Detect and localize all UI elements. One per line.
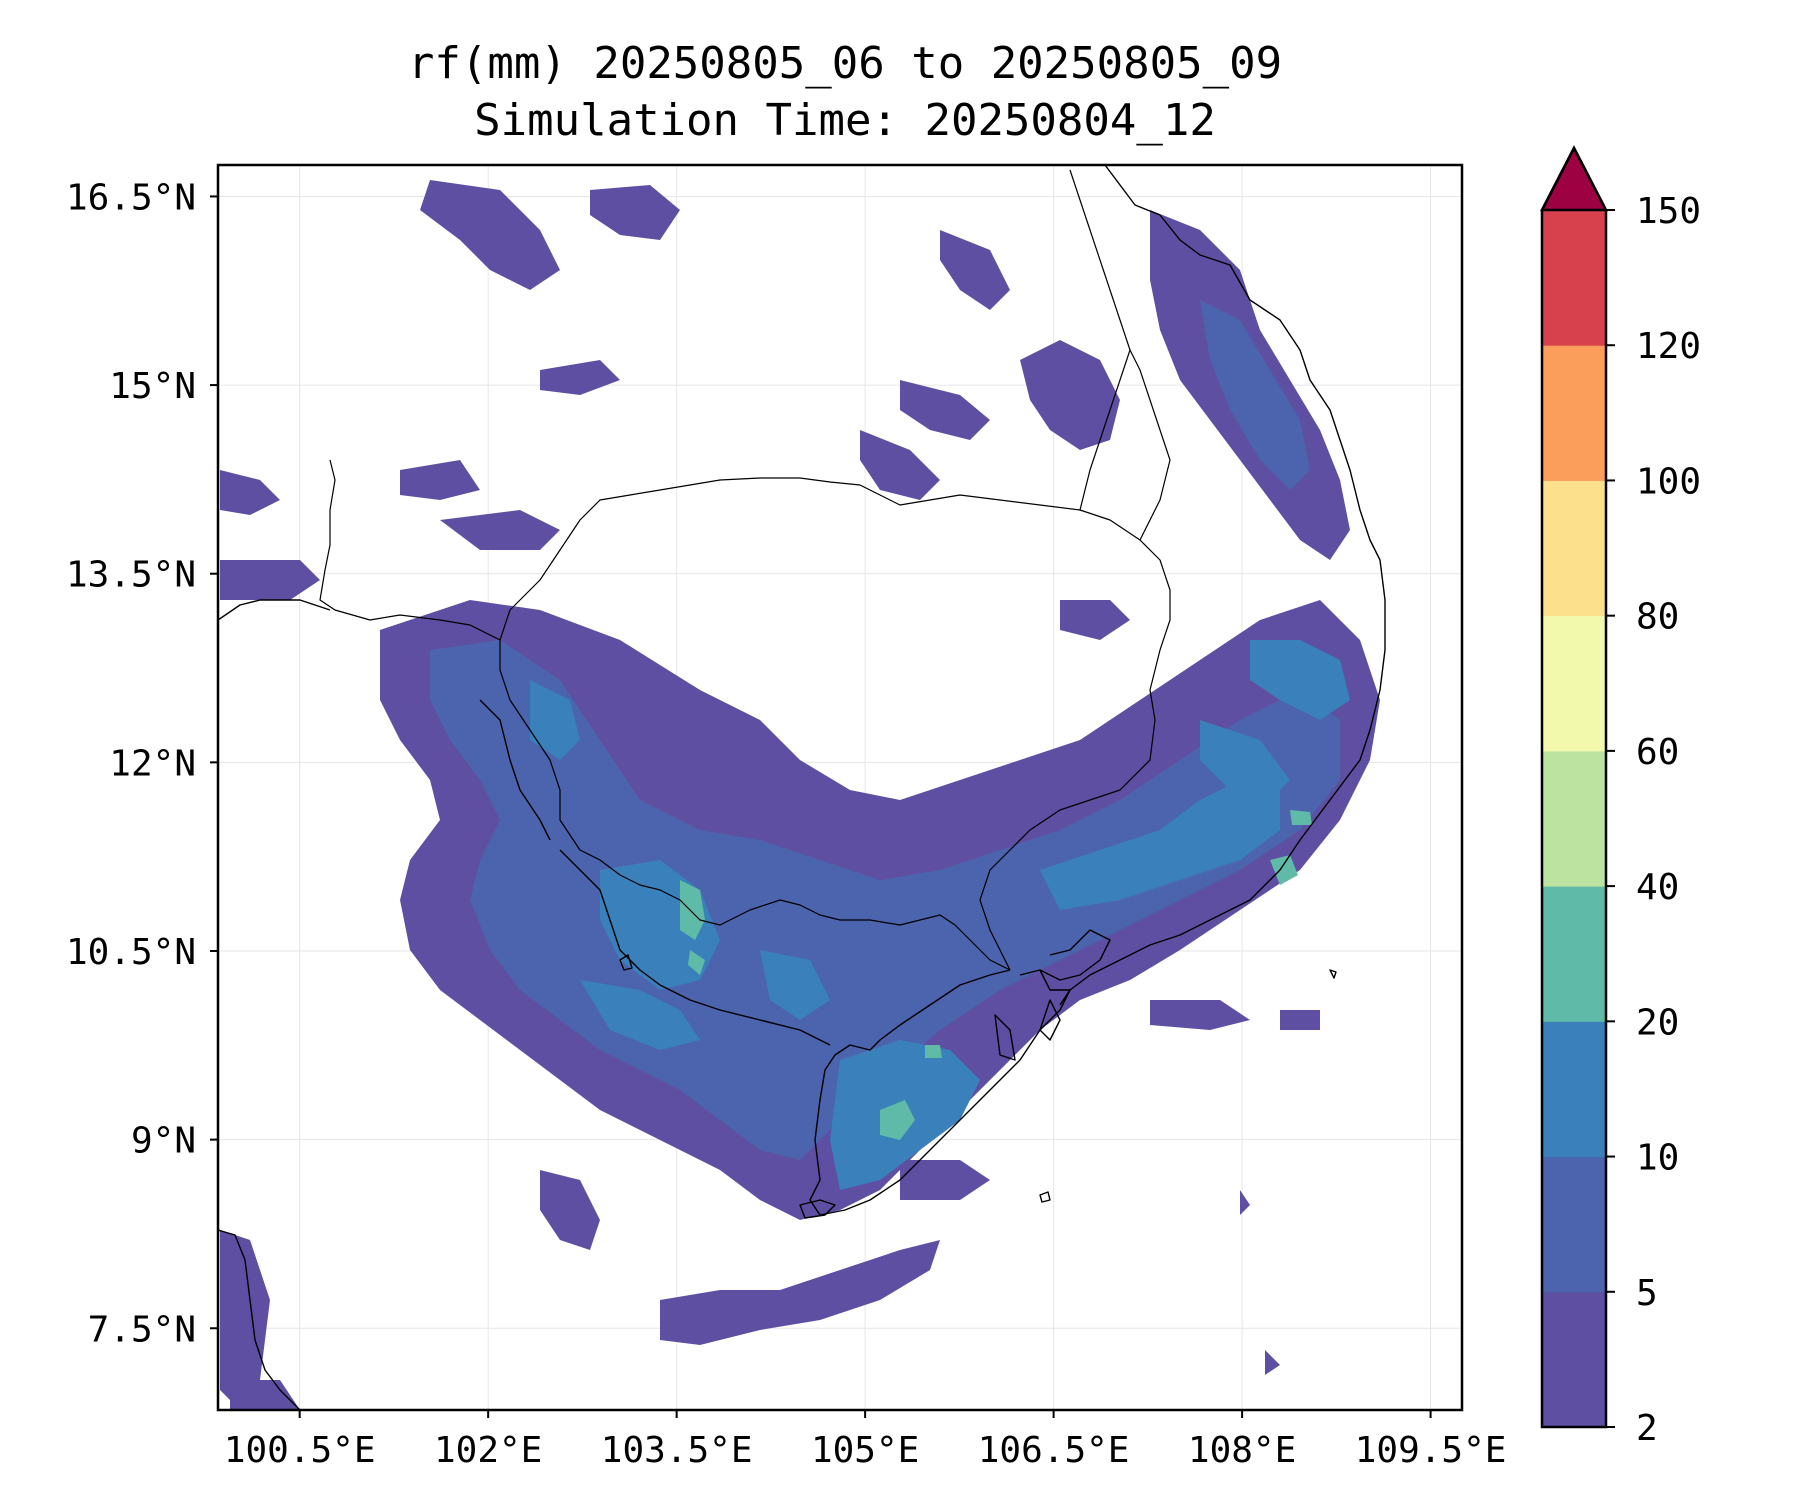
x-tick-label: 106.5°E: [978, 1430, 1130, 1471]
x-tick-label: 103.5°E: [601, 1430, 753, 1471]
map-frame: [216, 163, 1464, 1412]
colorbar-bin: [1542, 1291, 1606, 1428]
coastlines-and-borders: [218, 165, 1386, 1410]
colorbar-bin: [1542, 886, 1606, 1022]
colorbar-bin: [1542, 210, 1606, 346]
x-axis-ticks: 100.5°E 102°E 103.5°E 105°E 106.5°E 108°E 109.…: [224, 1410, 1507, 1471]
colorbar-tick-label: 80: [1636, 597, 1679, 638]
y-tick-label: 10.5°N: [66, 932, 196, 973]
colorbar-bin: [1542, 480, 1606, 617]
colorbar-tick-label: 5: [1636, 1273, 1658, 1314]
colorbar-tick-label: 150: [1636, 191, 1701, 232]
islands: [619, 954, 1337, 1219]
x-tick-label: 105°E: [811, 1430, 919, 1471]
colorbar-ticks: 2 5 10 20 40 60 80 100 120 150: [1606, 191, 1701, 1449]
map-area: [218, 165, 1462, 1410]
y-axis-ticks: 7.5°N 9°N 10.5°N 12°N 13.5°N 15°N 16.5°N: [66, 177, 218, 1350]
colorbar-tick-label: 2: [1636, 1408, 1658, 1449]
y-tick-label: 12°N: [109, 743, 196, 784]
colorbar-tick-label: 40: [1636, 867, 1679, 908]
x-tick-label: 102°E: [434, 1430, 542, 1471]
rainfall-20-40mm-areas: [680, 810, 1312, 1140]
colorbar-tick-label: 20: [1636, 1002, 1679, 1043]
x-tick-label: 109.5°E: [1355, 1430, 1507, 1471]
colorbar-bin: [1542, 615, 1606, 752]
colorbar-tick-label: 120: [1636, 326, 1701, 367]
colorbar-bin: [1542, 750, 1606, 887]
colorbar-tick-label: 100: [1636, 461, 1701, 502]
colorbar-outline: [1540, 145, 1608, 1429]
y-tick-label: 9°N: [131, 1121, 196, 1162]
colorbar-tick-label: 60: [1636, 732, 1679, 773]
x-tick-label: 100.5°E: [224, 1430, 376, 1471]
colorbar-bins: [1542, 210, 1606, 1428]
y-tick-label: 13.5°N: [66, 555, 196, 596]
colorbar-tick-label: 10: [1636, 1138, 1679, 1179]
colorbar-extend-arrow: [1539, 145, 1609, 212]
colorbar-bin: [1542, 345, 1606, 481]
x-tick-label: 108°E: [1188, 1430, 1296, 1471]
y-tick-label: 15°N: [109, 366, 196, 407]
colorbar-bin: [1542, 1156, 1606, 1293]
title-line-2: Simulation Time: 20250804_12: [474, 95, 1216, 146]
title-line-1: rf(mm) 20250805_06 to 20250805_09: [408, 38, 1282, 89]
colorbar-bin: [1542, 1021, 1606, 1158]
y-tick-label: 16.5°N: [66, 177, 196, 218]
y-tick-label: 7.5°N: [88, 1309, 196, 1350]
colorbar: 2 5 10 20 40 60 80 100 120 150: [1539, 145, 1701, 1449]
